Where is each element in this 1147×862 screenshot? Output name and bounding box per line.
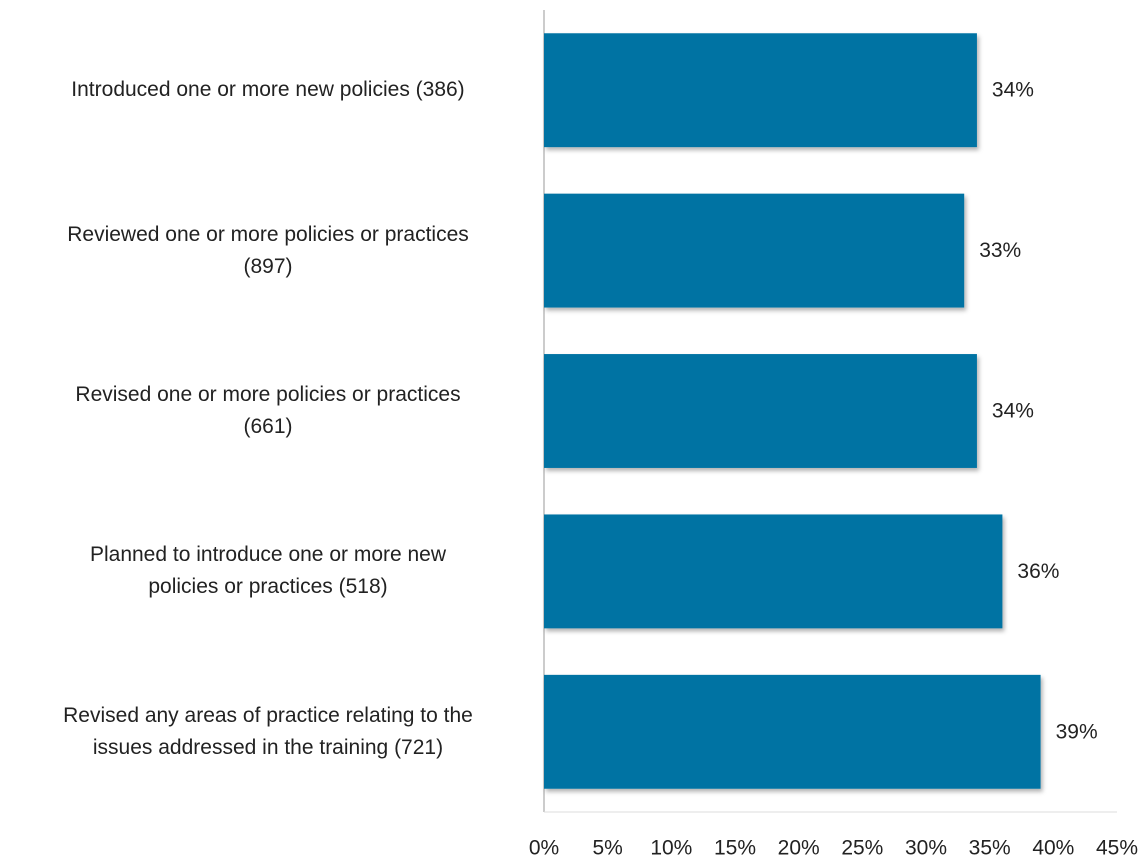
bar xyxy=(544,33,977,148)
bar xyxy=(544,354,977,468)
x-tick-label: 20% xyxy=(778,837,820,860)
category-label: Reviewed one or more policies or practic… xyxy=(67,222,469,278)
x-tick-label: 10% xyxy=(650,837,692,860)
category-label: Introduced one or more new policies (386… xyxy=(71,78,465,102)
data-label: 34% xyxy=(992,79,1034,102)
category-label: Revised one or more policies or practice… xyxy=(75,383,461,438)
data-label: 34% xyxy=(992,400,1034,423)
bar xyxy=(544,674,1041,789)
bar xyxy=(544,514,1003,629)
bar xyxy=(544,193,965,308)
x-tick-label: 40% xyxy=(1032,837,1074,860)
data-label: 33% xyxy=(979,239,1021,262)
x-tick-label: 5% xyxy=(592,837,622,860)
x-tick-label: 45% xyxy=(1096,837,1138,860)
data-label: 39% xyxy=(1056,720,1098,743)
x-tick-label: 30% xyxy=(905,837,947,860)
category-label: Planned to introduce one or more new pol… xyxy=(89,543,447,599)
x-tick-label: 15% xyxy=(714,837,756,860)
x-tick-label: 25% xyxy=(841,837,883,860)
category-label: Revised any areas of practice relating t… xyxy=(63,703,473,759)
data-label: 36% xyxy=(1017,560,1059,583)
x-tick-label: 35% xyxy=(969,837,1011,860)
x-tick-label: 0% xyxy=(529,837,559,860)
